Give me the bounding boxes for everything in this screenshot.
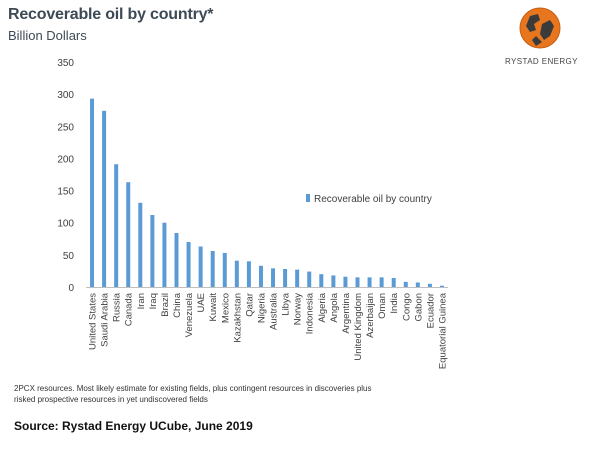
x-tick-label: Brazil [160, 293, 171, 317]
bar [162, 222, 167, 287]
x-tick-label: Oman [377, 293, 388, 319]
x-tick-label: Venezuela [184, 292, 195, 337]
company-logo: RYSTAD ENERGY [505, 6, 578, 66]
x-tick-label: Ecuador [425, 293, 436, 328]
x-tick-label: Russia [112, 292, 123, 322]
x-tick-label: Mexico [220, 293, 231, 323]
bar [379, 277, 384, 287]
y-tick-label: 350 [57, 58, 74, 69]
bar [391, 278, 396, 287]
bar [138, 202, 143, 287]
x-tick-label: Azerbaijan [365, 293, 376, 338]
x-tick-label: Angola [329, 292, 340, 322]
x-tick-label: Algeria [317, 292, 328, 322]
bar [295, 269, 300, 287]
y-tick-label: 50 [63, 251, 75, 262]
x-tick-label: Norway [293, 293, 304, 325]
y-tick-label: 200 [57, 154, 74, 165]
y-tick-label: 0 [68, 283, 74, 294]
bar [331, 275, 336, 287]
bar [283, 269, 288, 287]
bar [319, 274, 324, 287]
y-tick-label: 150 [57, 187, 74, 198]
x-tick-label: Argentina [341, 292, 352, 333]
x-tick-label: United Kingdom [353, 293, 364, 361]
bar [427, 283, 432, 287]
bar [355, 277, 360, 287]
bar [174, 233, 179, 287]
x-tick-label: India [389, 292, 400, 313]
x-tick-label: Qatar [244, 293, 255, 317]
y-tick-label: 250 [57, 122, 74, 133]
bar [439, 285, 444, 287]
bar [415, 282, 420, 287]
bar [343, 276, 348, 287]
chart-title: Recoverable oil by country* [8, 6, 214, 23]
bar [367, 277, 372, 287]
bar [234, 260, 239, 287]
y-tick-label: 300 [57, 90, 74, 101]
x-tick-label: UAE [196, 293, 207, 313]
bar [126, 182, 131, 287]
bar [246, 261, 251, 287]
bar [198, 246, 203, 287]
x-tick-label: Gabon [413, 293, 424, 322]
bar [307, 271, 312, 287]
legend-label: Recoverable oil by country [314, 194, 432, 205]
x-tick-label: China [172, 292, 183, 318]
x-tick-label: Equatorial Guinea [437, 292, 448, 369]
bar [114, 164, 119, 287]
x-tick-label: Iraq [148, 293, 159, 309]
x-tick-label: Kazakhstan [232, 293, 243, 343]
x-tick-label: Nigeria [256, 292, 267, 323]
y-tick-label: 100 [57, 219, 74, 230]
x-tick-label: Iran [136, 293, 147, 309]
globe-icon [519, 7, 561, 49]
x-tick-label: Kuwait [208, 293, 219, 322]
bar [222, 252, 227, 287]
chart-subtitle: Billion Dollars [8, 28, 87, 43]
x-tick-label: Congo [401, 293, 412, 321]
x-tick-label: Indonesia [305, 292, 316, 334]
bar [150, 215, 155, 287]
x-tick-label: Saudi Arabia [100, 292, 111, 347]
bar [403, 281, 408, 287]
legend-swatch [306, 194, 310, 202]
x-tick-label: Australia [269, 292, 280, 330]
x-tick-label: Libya [281, 292, 292, 315]
x-tick-label: United States [88, 293, 99, 350]
logo-text: RYSTAD ENERGY [505, 57, 578, 66]
bar [271, 268, 276, 287]
bar [258, 265, 263, 287]
bar [90, 98, 95, 287]
footnote: 2PCX resources. Most likely estimate for… [14, 384, 372, 404]
bar [186, 242, 191, 287]
source-note: Source: Rystad Energy UCube, June 2019 [14, 419, 253, 433]
bar [210, 251, 215, 287]
bar [102, 110, 107, 287]
bar-chart: 0 50 100 150 200 250 300 350 United States Saudi … [57, 58, 448, 369]
x-tick-label: Canada [124, 292, 135, 326]
